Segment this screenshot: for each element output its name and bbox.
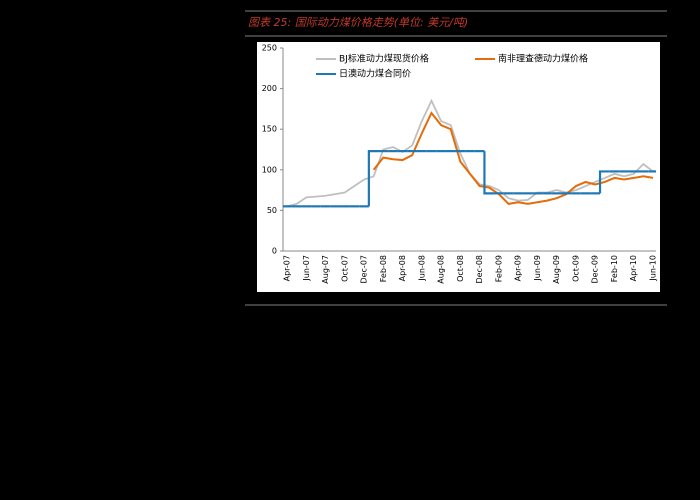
step-segment (598, 170, 610, 194)
x-tick-label: Feb-10 (610, 255, 619, 282)
x-tick-label: Jun-10 (649, 255, 658, 282)
y-tick-label: 200 (262, 84, 277, 93)
y-tick-label: 150 (262, 125, 277, 134)
x-tick-label: Oct-08 (456, 255, 465, 282)
x-tick-label: Feb-09 (494, 255, 503, 282)
x-tick-label: Aug-07 (321, 255, 330, 284)
x-tick-label: Oct-07 (340, 255, 349, 282)
x-tick-label: Aug-08 (437, 255, 446, 284)
step-segment (483, 151, 495, 195)
y-tick-label: 0 (272, 247, 277, 256)
x-tick-label: Dec-09 (591, 255, 600, 284)
chart-area (257, 42, 660, 292)
x-tick-label: Apr-09 (514, 255, 523, 281)
legend-label: 日澳动力煤合同价 (339, 68, 411, 80)
x-tick-label: Aug-09 (552, 255, 561, 284)
y-tick-label: 250 (262, 44, 277, 53)
step-segment (367, 150, 379, 207)
chart-title: 图表 25: 国际动力煤价格走势(单位: 美元/吨) (248, 16, 468, 29)
y-tick-label: 100 (262, 165, 277, 174)
legend-label: BJ标准动力煤现货价格 (339, 53, 429, 65)
x-tick-label: Oct-09 (571, 255, 580, 282)
x-tick-label: Apr-07 (283, 255, 292, 281)
x-tick-label: Apr-08 (398, 255, 407, 281)
x-tick-label: Jun-07 (302, 255, 311, 282)
x-tick-label: Jun-08 (417, 255, 426, 282)
x-tick-label: Dec-08 (475, 255, 484, 284)
x-tick-label: Jun-09 (533, 255, 542, 282)
y-tick-label: 50 (267, 206, 277, 215)
legend-label: 南非理查德动力煤价格 (498, 53, 588, 65)
x-tick-label: Dec-07 (360, 255, 369, 284)
x-tick-label: Apr-10 (629, 255, 638, 281)
series-line (372, 111, 654, 205)
x-tick-label: Feb-08 (379, 255, 388, 282)
